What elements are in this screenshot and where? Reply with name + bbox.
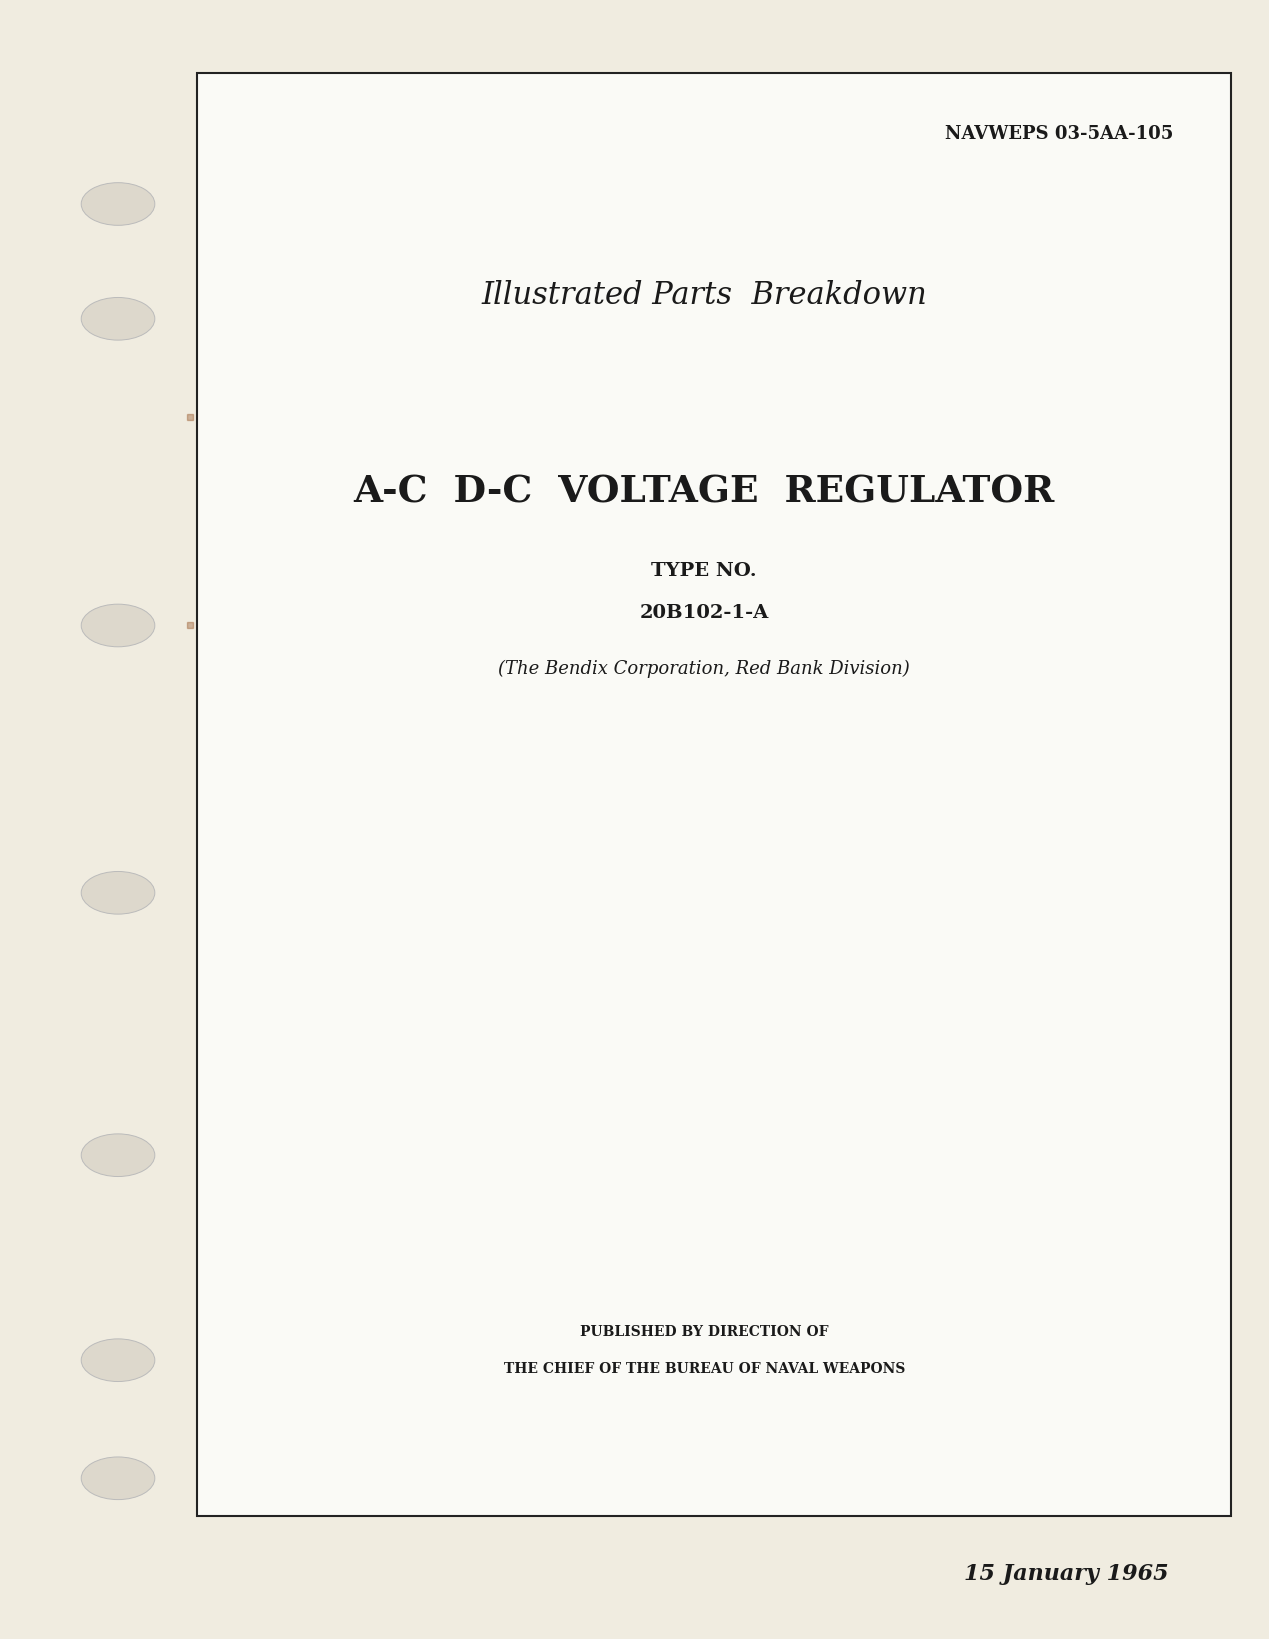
Text: A-C  D-C  VOLTAGE  REGULATOR: A-C D-C VOLTAGE REGULATOR: [354, 474, 1055, 510]
Text: PUBLISHED BY DIRECTION OF: PUBLISHED BY DIRECTION OF: [580, 1324, 829, 1337]
Ellipse shape: [81, 1134, 155, 1177]
Text: TYPE NO.: TYPE NO.: [651, 562, 758, 579]
Text: (The Bendix Corporation, Red Bank Division): (The Bendix Corporation, Red Bank Divisi…: [499, 659, 910, 679]
Ellipse shape: [81, 298, 155, 341]
Text: 20B102-1-A: 20B102-1-A: [640, 605, 769, 621]
FancyBboxPatch shape: [197, 74, 1231, 1516]
Text: NAVWEPS 03-5AA-105: NAVWEPS 03-5AA-105: [945, 126, 1174, 143]
Ellipse shape: [81, 1457, 155, 1500]
Text: Illustrated Parts  Breakdown: Illustrated Parts Breakdown: [481, 280, 928, 310]
Ellipse shape: [81, 1339, 155, 1382]
Text: 15 January 1965: 15 January 1965: [963, 1562, 1169, 1585]
Ellipse shape: [81, 605, 155, 647]
Text: THE CHIEF OF THE BUREAU OF NAVAL WEAPONS: THE CHIEF OF THE BUREAU OF NAVAL WEAPONS: [504, 1362, 905, 1375]
Ellipse shape: [81, 184, 155, 226]
Ellipse shape: [81, 872, 155, 915]
